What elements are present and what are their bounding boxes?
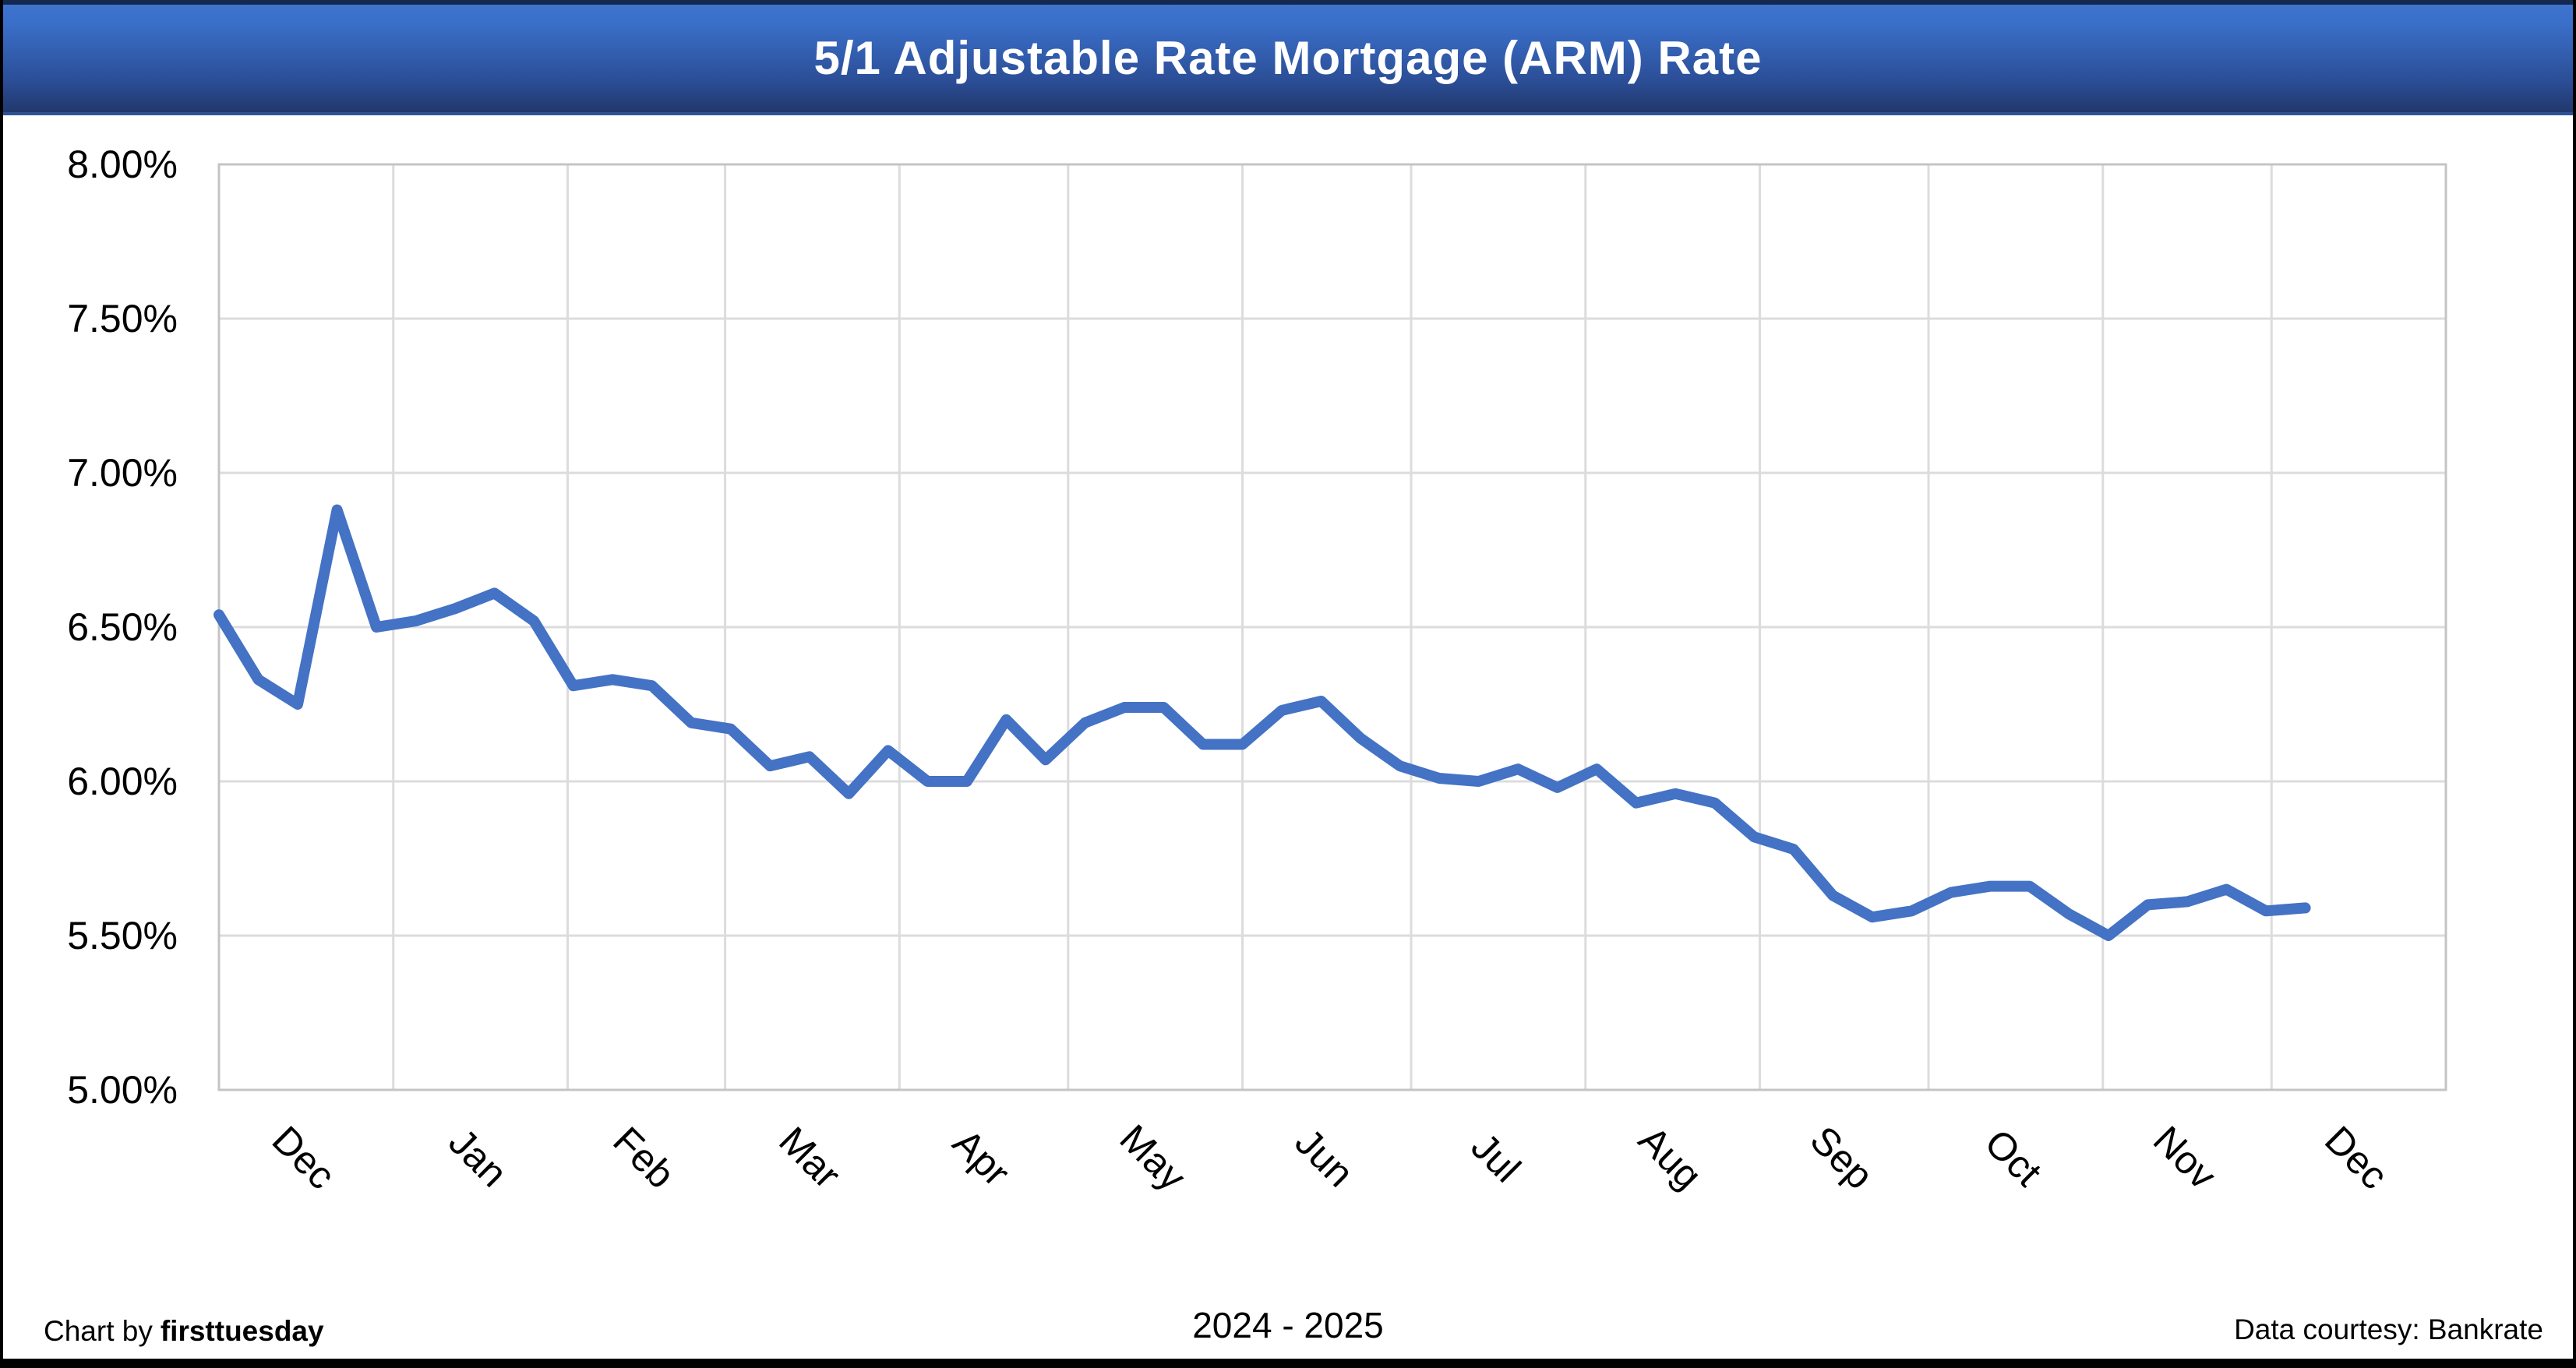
x-axis-month-label: Jun [1286, 1120, 1362, 1196]
source-note: Data courtesy: Bankrate [2234, 1313, 2543, 1345]
y-axis-tick-label: 5.50% [67, 914, 178, 957]
x-axis-month-label: Feb [605, 1119, 683, 1197]
x-axis-month-label: Jan [440, 1120, 516, 1196]
x-axis-month-label: Jul [1463, 1125, 1530, 1191]
y-axis-tick-label: 6.50% [67, 605, 178, 649]
x-axis-month-label: Oct [1977, 1121, 2051, 1195]
x-axis-month-label: Dec [264, 1118, 344, 1197]
chart-title: 5/1 Adjustable Rate Mortgage (ARM) Rate [813, 32, 1763, 84]
x-axis-month-label: Aug [1630, 1118, 1710, 1198]
chart-title-banner: 5/1 Adjustable Rate Mortgage (ARM) Rate [3, 0, 2573, 115]
x-axis-month-label: Dec [2317, 1118, 2396, 1197]
x-axis-month-label: Apr [944, 1121, 1018, 1195]
x-axis-month-label: May [1111, 1116, 1194, 1199]
y-axis-tick-label: 7.00% [67, 451, 178, 495]
x-axis-month-label: Sep [1802, 1118, 1883, 1198]
period-label: 2024 - 2025 [1192, 1305, 1384, 1345]
x-axis-month-label: Nov [2145, 1118, 2225, 1197]
credit-prefix: Chart by [44, 1315, 153, 1347]
credit-name: firsttuesday [160, 1315, 324, 1347]
x-axis-month-label: Mar [771, 1119, 849, 1197]
plot-border [217, 163, 2447, 1091]
y-axis-tick-label: 6.00% [67, 760, 178, 803]
credit-note: Chart by firsttuesday [44, 1315, 324, 1348]
y-axis-tick-label: 8.00% [67, 143, 178, 186]
arm-rate-line [213, 504, 2311, 941]
y-axis-tick-label: 7.50% [67, 297, 178, 340]
arm-rate-line-chart: 8.00% 7.50% 7.00% 6.50% 6.00% 5.50% 5.00% Dec Ja… [67, 143, 2447, 1199]
y-axis-tick-label: 5.00% [67, 1068, 178, 1112]
